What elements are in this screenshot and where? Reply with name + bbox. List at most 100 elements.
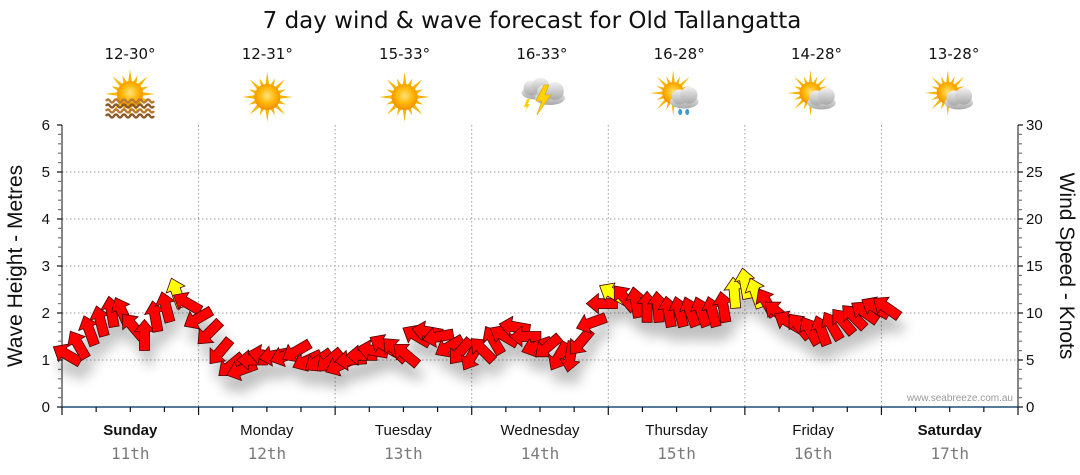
lightning-bolt (523, 99, 530, 112)
right-tick-label: 15 (1026, 258, 1043, 275)
wind-arrow (172, 291, 204, 316)
date-label: 12th (248, 444, 287, 463)
sun-ray (666, 76, 671, 85)
sun-ray (242, 95, 256, 99)
wind-arrow (154, 291, 176, 324)
lightning-bolt (535, 84, 552, 116)
sun-ray (793, 86, 802, 91)
wind-arrow (585, 292, 618, 315)
sun-ray (931, 86, 940, 91)
sun-ray (816, 76, 827, 88)
wind-arrow (422, 326, 455, 348)
right-tick-label: 30 (1026, 117, 1043, 134)
temperature-range: 16-28° (654, 45, 705, 63)
haze-wave (105, 98, 155, 104)
sun-ray (940, 76, 946, 85)
sun-ray (411, 104, 423, 115)
sun-ray (940, 101, 946, 110)
temperature-range: 14-28° (791, 45, 842, 63)
haze-wave (105, 113, 155, 119)
partly-cloudy-icon (924, 70, 974, 116)
temperature-range: 12-31° (242, 45, 293, 63)
sun-ray (249, 79, 261, 90)
wind-arrow (470, 338, 498, 365)
wind-arrow (872, 296, 903, 321)
sun-ray (793, 95, 802, 100)
gridlines (62, 125, 1018, 407)
wind-arrow (209, 336, 235, 365)
sun-ray (953, 76, 965, 88)
wind-arrow (509, 325, 542, 348)
sun-ray (137, 76, 148, 87)
day-label: Wednesday (501, 422, 580, 439)
sun-ray (666, 101, 671, 110)
sun-ray (950, 76, 955, 85)
sun-ray (128, 69, 132, 83)
day-label: Friday (792, 422, 834, 439)
sun-ray (787, 91, 801, 95)
shower-icon (650, 70, 699, 116)
temperature-range: 12-30° (104, 45, 155, 63)
cloud-part (680, 86, 698, 104)
sun-ray (274, 79, 285, 90)
rain-drop (685, 109, 690, 115)
cloud-icon (944, 87, 974, 110)
sun-ray (931, 76, 942, 88)
temperature-range: 16-33° (516, 45, 567, 63)
sun-ray (386, 104, 398, 115)
sun-ray (679, 76, 690, 88)
sun-ray (924, 91, 938, 95)
wind-arrow (197, 317, 225, 345)
sun-disc (391, 84, 418, 110)
sun-ray (265, 108, 270, 122)
right-tick-label: 25 (1026, 164, 1043, 181)
right-tick-label: 20 (1026, 211, 1043, 228)
right-tick-label: 0 (1026, 399, 1034, 416)
sunny-icon (242, 72, 293, 122)
sun-ray (656, 76, 668, 88)
haze-wave (105, 103, 155, 109)
sun-ray (675, 76, 681, 85)
sun-ray (656, 98, 668, 110)
right-tick-label: 10 (1026, 305, 1043, 322)
cloud-icon (669, 86, 699, 109)
wind-arrow (67, 330, 91, 362)
cloud-icon (807, 87, 836, 110)
sun-ray (812, 76, 818, 85)
date-label: 15th (657, 444, 696, 463)
sun-ray (808, 70, 813, 84)
sun-ray (379, 95, 393, 99)
day-label: Sunday (103, 422, 158, 439)
sun-ray (803, 76, 809, 85)
sun-ray (794, 76, 805, 88)
left-tick-label: 6 (42, 117, 50, 134)
storm-icon (521, 77, 565, 116)
sun-ray (416, 95, 430, 99)
sun-ray (249, 104, 261, 115)
partly-cloudy-icon (787, 70, 836, 116)
date-label: 11th (111, 444, 150, 463)
sun-ray (279, 95, 293, 99)
sun-ray (656, 86, 665, 91)
left-tick-label: 3 (42, 258, 50, 275)
sun-ray (650, 91, 664, 95)
day-label: Monday (240, 422, 294, 439)
day-label: Thursday (645, 422, 708, 439)
sun-ray (265, 72, 270, 86)
sun-ray (411, 79, 423, 90)
sun-icon (379, 72, 430, 122)
wind-arrow (570, 326, 595, 355)
date-label: 17th (930, 444, 969, 463)
left-tick-label: 2 (42, 305, 50, 322)
right-axis-title: Wind Speed - Knots (1055, 173, 1078, 360)
sun-ray (105, 92, 119, 96)
sun-ray (931, 95, 940, 100)
wind-arrows (52, 267, 903, 382)
sun-icon (105, 69, 155, 119)
watermark: www.seabreeze.com.au (906, 393, 1013, 404)
sun-disc (254, 84, 281, 110)
sun-ray (402, 72, 407, 86)
left-tick-label: 4 (42, 211, 50, 228)
left-tick-label: 0 (42, 399, 50, 416)
